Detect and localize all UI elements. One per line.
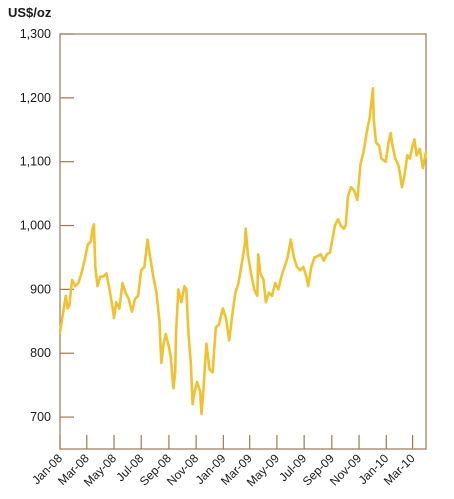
y-tick-label: 1,300 <box>20 27 51 41</box>
y-tick-label: 1,000 <box>20 219 51 233</box>
x-axis: Jan-08Mar-08May-08Jul-08Sep-08Nov-08Jan-… <box>29 435 418 489</box>
y-axis-unit-label: US$/oz <box>8 5 52 20</box>
y-tick-label: 700 <box>30 410 51 424</box>
plot-frame <box>59 33 427 450</box>
y-tick-label: 1,200 <box>20 91 51 105</box>
y-tick-label: 1,100 <box>20 155 51 169</box>
x-tick-label: Nov-09 <box>327 451 364 488</box>
y-tick-label: 900 <box>30 282 51 296</box>
gold-price-line <box>58 87 428 416</box>
y-axis: 700 800 900 1,000 1,100 1,200 1,300 <box>20 27 74 424</box>
series-group <box>58 87 428 416</box>
plot-area-border <box>59 33 427 450</box>
y-tick-label: 800 <box>30 346 51 360</box>
x-tick-label: Nov-08 <box>164 451 201 488</box>
